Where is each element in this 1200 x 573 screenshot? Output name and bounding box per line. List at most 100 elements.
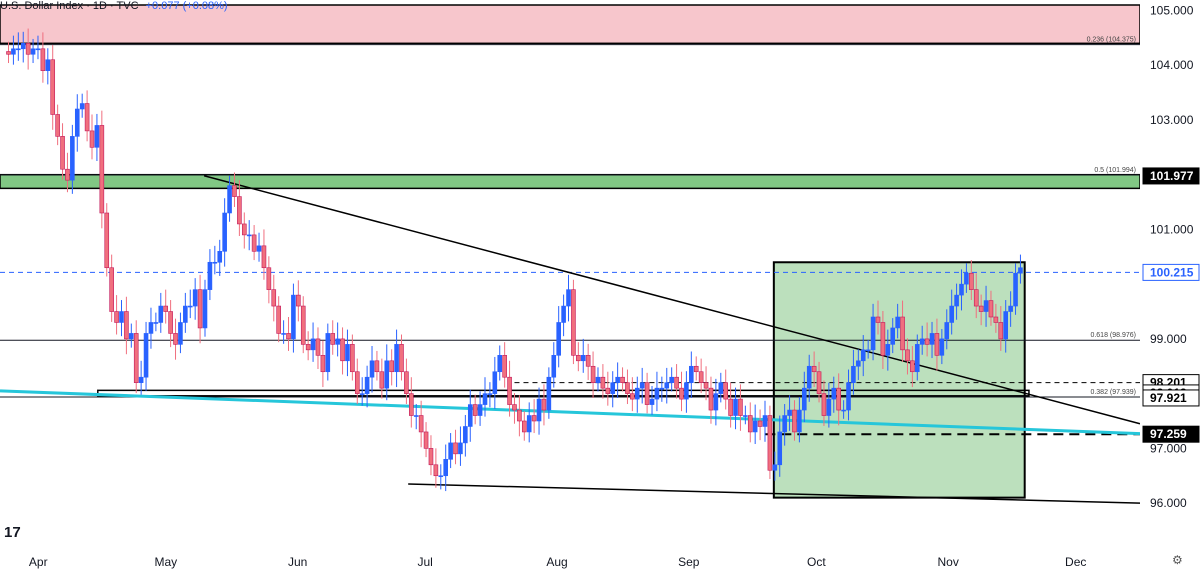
candle-body [300,305,306,345]
candle-body [870,316,876,351]
candle-body [964,272,969,285]
candle-body [630,393,635,400]
candle-body [566,289,571,307]
candle-body [487,393,493,395]
candle-body [222,212,227,252]
candle-body [507,376,512,405]
gear-icon[interactable]: ⚙ [1172,553,1183,567]
candle-body [438,475,444,478]
candle-body [703,382,709,389]
candle-body [762,415,768,427]
candle-body [1018,267,1023,274]
candle-body [698,371,704,383]
candle-body [492,371,498,394]
candle-body [271,289,277,307]
candle-body [620,376,625,383]
candle-body [1008,305,1013,312]
candle-body [684,382,689,400]
candle-body [173,333,178,345]
tradingview-logo-icon[interactable]: 17 [4,524,21,541]
candle-body [782,415,787,433]
candle-body [251,234,257,252]
candle-body [969,272,974,290]
candle-body [983,300,989,312]
candle-body [394,344,399,373]
candle-body [580,355,586,362]
candle-body [674,376,679,389]
candle-body [286,333,291,340]
price-label: 97.259 [1150,427,1187,441]
candle-body [482,393,488,405]
candle-body [816,371,822,394]
price-label-box [1142,425,1200,443]
candle-body [65,168,70,181]
candle-body [202,289,208,329]
candle-body [728,398,733,416]
candle-body [266,267,272,290]
candle-body [669,376,674,383]
candle-body [246,234,252,237]
resistance-zone-mid [0,173,1141,190]
candle-body [129,333,134,340]
candle-body [856,360,861,367]
candle-body [315,338,321,356]
candle-body [158,305,164,323]
candle-body [826,398,832,416]
candle-body [70,136,75,181]
chart-header: U.S. Dollar Index · 1D · TVC +0.077 (+0.… [0,0,228,14]
candle-body [423,431,429,449]
candle-body [634,387,640,400]
candle-body [40,48,46,71]
price-label-box [1142,167,1200,185]
candle-body [536,398,542,422]
candle-body [330,333,336,345]
candle-body [227,185,232,214]
candle-body [305,344,311,351]
candle-body [187,305,193,308]
candle-body [929,333,935,345]
candle-body [94,125,100,148]
candle-body [708,387,714,411]
candle-body [860,349,866,362]
candle-body [954,294,959,307]
cyan-trendline [0,389,1141,436]
candle-body [99,125,105,214]
candle-body [384,360,390,389]
candle-body [467,404,473,427]
candle-body [885,344,891,356]
candle-body [585,355,591,367]
candle-body [644,382,650,405]
y-tick-label: 103.000 [1150,113,1194,127]
candle-body [345,344,350,362]
candle-body [590,365,596,383]
candle-body [237,196,242,225]
candle-body [821,393,827,416]
candle-body [743,415,748,417]
x-tick-label: Aug [546,555,567,569]
candle-body [738,398,743,416]
candle-body [20,43,26,50]
symbol-title[interactable]: U.S. Dollar Index · 1D · TVC [0,0,139,12]
candle-body [625,382,630,394]
candle-body [615,376,620,383]
price-change: +0.077 (+0.08%) [145,0,228,12]
price-axis [1140,0,1200,573]
candle-body [197,289,203,329]
candle-body [335,338,340,345]
candle-body [767,415,773,471]
candle-body [354,371,360,394]
candle-body [875,316,881,323]
x-tick-label: May [154,555,177,569]
candle-body [418,415,424,433]
price-label: 100.215 [1150,265,1194,279]
y-tick-label: 96.000 [1150,496,1187,510]
candle-body [949,305,954,323]
candle-body [792,409,797,433]
y-tick-label: 105.000 [1150,3,1194,17]
candle-body [74,108,80,137]
candle-body [944,322,950,340]
candle-body [679,387,684,400]
candle-body [639,382,645,389]
candle-body [905,349,910,362]
